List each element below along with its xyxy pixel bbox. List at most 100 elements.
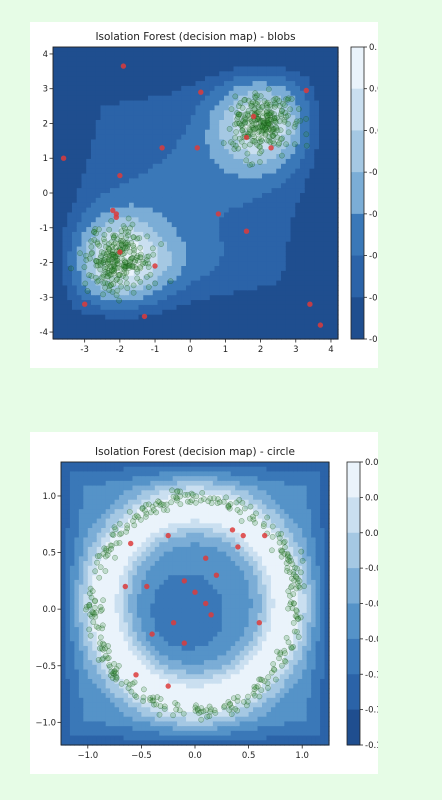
decision-cell [262, 295, 268, 301]
decision-cell [285, 124, 292, 131]
decision-cell [176, 100, 182, 106]
decision-cell [323, 197, 330, 204]
decision-cell [290, 129, 296, 136]
decision-cell [129, 266, 135, 272]
decision-cell [87, 485, 93, 491]
decision-cell [61, 721, 67, 727]
decision-cell [143, 188, 149, 194]
decision-cell [290, 51, 296, 58]
decision-cell [87, 480, 93, 487]
decision-cell [271, 202, 277, 209]
decision-cell [65, 617, 71, 623]
decision-cell [314, 95, 320, 102]
decision-cell [86, 134, 92, 141]
decision-cell [110, 622, 116, 628]
decision-cell [309, 154, 315, 160]
decision-cell [101, 645, 107, 652]
decision-cell [95, 183, 102, 189]
decision-cell [133, 105, 140, 111]
decision-cell [96, 641, 102, 647]
decision-cell [119, 202, 125, 209]
decision-cell [53, 261, 59, 267]
decision-cell [65, 551, 71, 557]
decision-cell [176, 56, 182, 63]
decision-cell [238, 285, 244, 291]
decision-cell [101, 565, 107, 572]
decision-cell [190, 222, 197, 228]
inlier-point [241, 143, 248, 149]
decision-cell [195, 266, 201, 272]
decision-cell [86, 285, 92, 291]
inlier-point [134, 269, 141, 275]
decision-cell [304, 173, 311, 179]
decision-cell [228, 290, 235, 296]
decision-cell [238, 47, 244, 53]
decision-cell [200, 212, 206, 218]
decision-cell [101, 612, 107, 619]
decision-cell [195, 280, 201, 287]
decision-cell [262, 217, 268, 223]
decision-cell [105, 309, 111, 316]
decision-cell [257, 51, 263, 58]
decision-cell [76, 163, 83, 170]
decision-cell [195, 285, 201, 291]
decision-cell [67, 256, 73, 262]
decision-cell [214, 110, 220, 116]
decision-cell [157, 212, 163, 218]
decision-cell [300, 100, 306, 106]
decision-cell [92, 523, 98, 529]
decision-cell [65, 594, 71, 600]
decision-cell [67, 217, 73, 223]
inlier-point [84, 288, 91, 294]
decision-cell [65, 480, 71, 487]
decision-cell [86, 158, 92, 165]
decision-cell [252, 61, 258, 68]
decision-cell [74, 631, 80, 638]
decision-cell [133, 110, 140, 116]
decision-cell [162, 304, 168, 311]
decision-cell [300, 207, 306, 214]
decision-cell [129, 168, 135, 175]
decision-cell [72, 124, 78, 131]
decision-cell [133, 144, 140, 150]
decision-cell [295, 256, 301, 262]
decision-cell [190, 90, 197, 97]
decision-cell [214, 134, 220, 141]
decision-cell [247, 207, 254, 214]
decision-cell [295, 178, 301, 184]
decision-cell [186, 163, 192, 170]
decision-cell [67, 290, 73, 296]
decision-cell [262, 56, 268, 63]
decision-cell [110, 542, 116, 548]
decision-cell [304, 183, 311, 189]
decision-cell [57, 71, 64, 77]
decision-cell [314, 251, 320, 257]
decision-cell [83, 688, 89, 694]
decision-cell [171, 81, 178, 87]
decision-cell [276, 295, 282, 301]
y-tick-label: 4 [43, 50, 48, 60]
decision-cell [53, 124, 59, 131]
decision-cell [295, 304, 301, 311]
decision-cell [119, 246, 125, 252]
decision-cell [176, 188, 182, 194]
decision-cell [171, 266, 178, 272]
decision-cell [171, 227, 178, 233]
decision-cell [167, 100, 173, 106]
decision-cell [83, 565, 89, 572]
decision-cell [186, 71, 192, 77]
decision-cell [138, 115, 144, 121]
decision-cell [86, 129, 92, 136]
decision-cell [83, 504, 89, 510]
decision-cell [57, 154, 64, 160]
decision-cell [78, 471, 84, 477]
decision-cell [271, 329, 277, 335]
decision-cell [91, 251, 97, 257]
outlier-point [141, 313, 148, 320]
decision-cell [129, 188, 135, 194]
decision-cell [295, 173, 301, 179]
decision-cell [152, 256, 159, 262]
decision-cell [105, 71, 111, 77]
decision-cell [133, 212, 140, 218]
decision-cell [181, 202, 187, 209]
